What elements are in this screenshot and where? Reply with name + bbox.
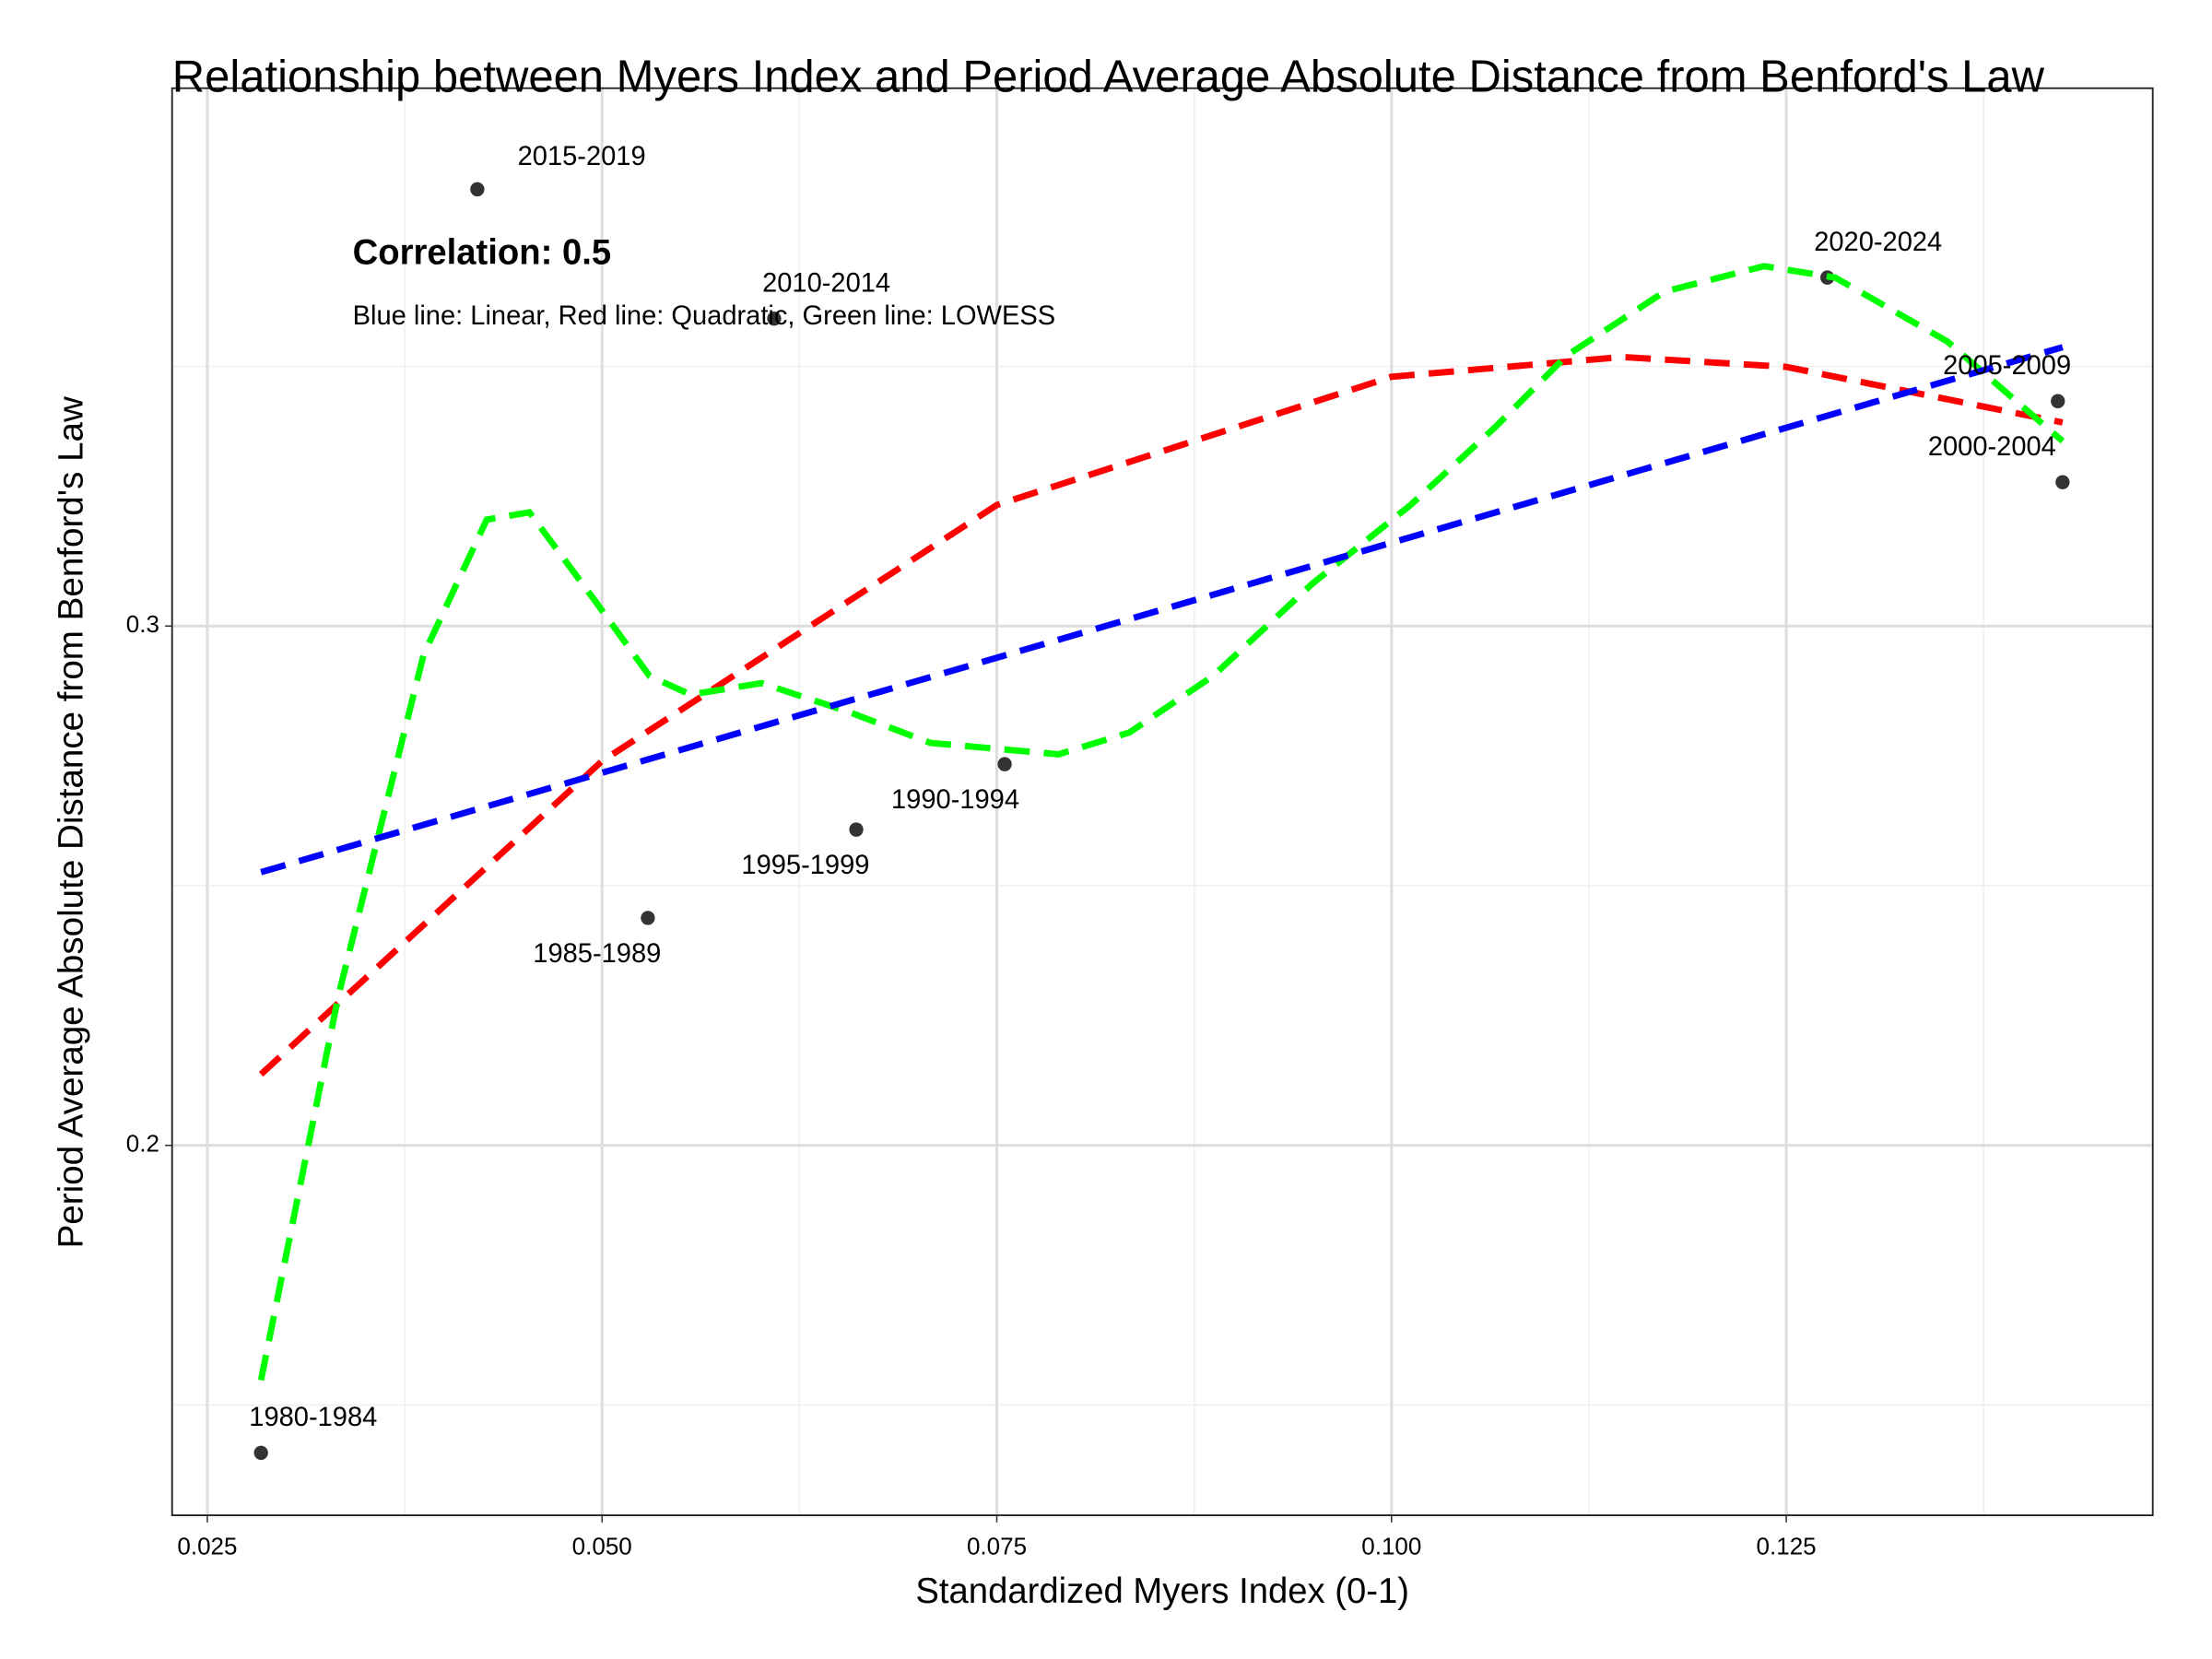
data-point — [253, 1445, 268, 1461]
data-point — [2055, 475, 2070, 489]
point-label: 1990-1994 — [891, 785, 1019, 815]
data-point — [849, 822, 864, 837]
x-axis-title: Standardized Myers Index (0-1) — [915, 1571, 1409, 1611]
marks — [253, 182, 2070, 1461]
x-tick-label: 0.075 — [967, 1532, 1027, 1559]
point-label: 2020-2024 — [1814, 228, 1942, 257]
data-point — [767, 311, 782, 326]
x-tick-label: 0.050 — [572, 1532, 632, 1559]
chart-title: Relationship between Myers Index and Per… — [172, 51, 2045, 101]
point-label: 1985-1989 — [533, 939, 661, 969]
y-tick-label: 0.3 — [126, 610, 159, 638]
fit-line — [257, 263, 2065, 1382]
legend-note: Blue line: Linear, Red line: Quadratic, … — [353, 301, 1055, 331]
data-point — [641, 911, 655, 925]
grid — [165, 88, 2153, 1523]
fit-line — [258, 353, 2064, 1077]
y-axis-title: Period Average Absolute Distance from Be… — [52, 396, 91, 1249]
x-tick-label: 0.025 — [177, 1532, 237, 1559]
x-tick-label: 0.125 — [1757, 1532, 1817, 1559]
fit-line — [260, 344, 2064, 876]
point-label: 2005-2009 — [1943, 351, 2071, 381]
x-tick-label: 0.100 — [1361, 1532, 1421, 1559]
point-label: 2015-2019 — [518, 142, 646, 171]
point-label: 2000-2004 — [1928, 432, 2056, 462]
point-label: 2010-2014 — [762, 268, 890, 298]
correlation-annotation: Correlation: 0.5 — [353, 232, 612, 272]
point-label: 1995-1999 — [741, 851, 869, 880]
data-point — [2051, 394, 2065, 408]
panel-border — [171, 87, 2154, 1517]
y-tick-label: 0.2 — [126, 1130, 159, 1158]
data-point — [470, 182, 485, 197]
data-point — [997, 757, 1012, 771]
point-label: 1980-1984 — [249, 1403, 377, 1432]
